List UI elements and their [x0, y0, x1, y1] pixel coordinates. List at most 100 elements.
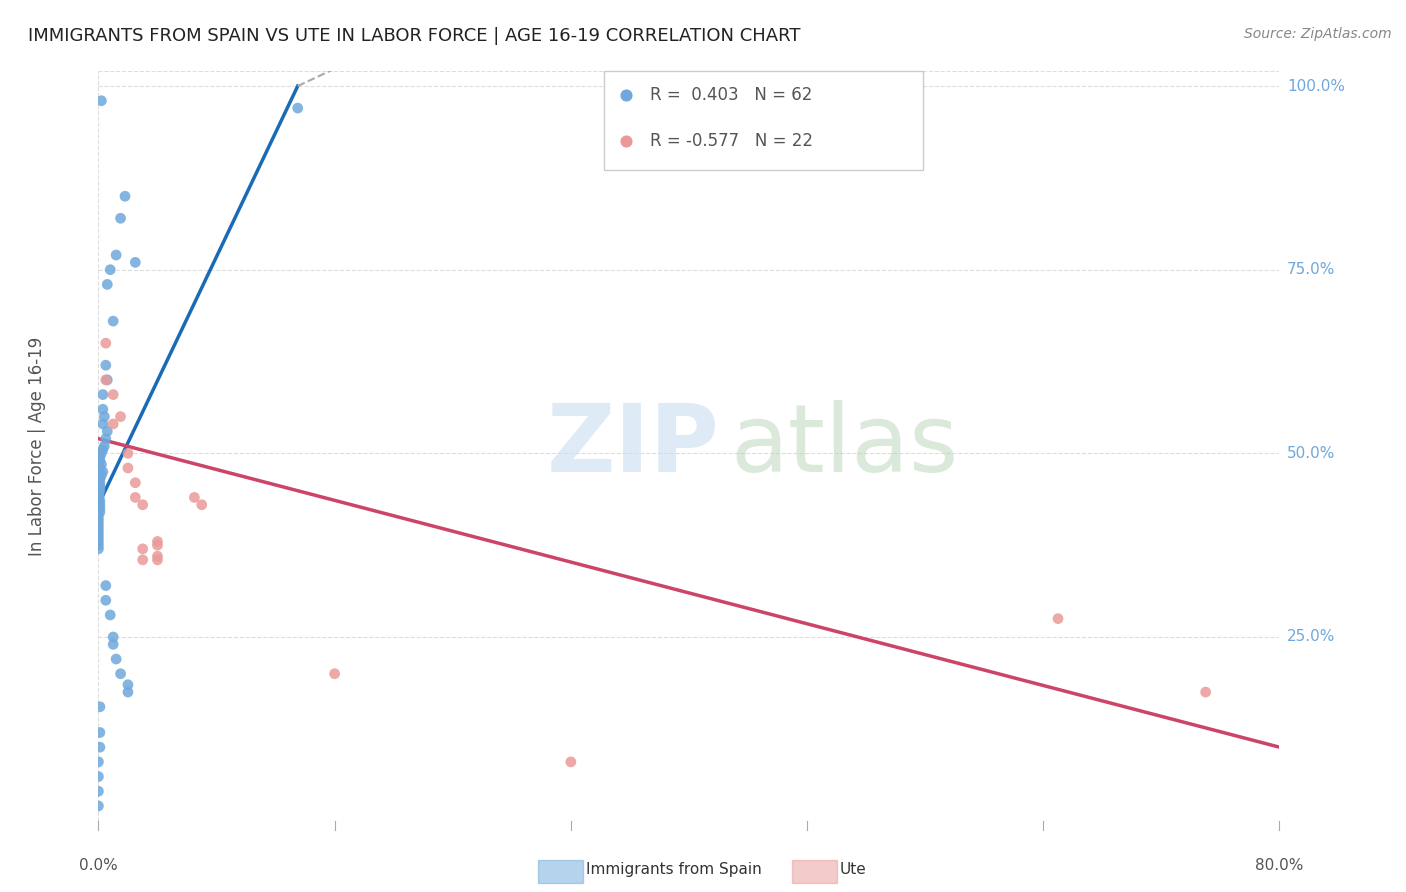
Point — [103, 387, 125, 401]
Point — [89, 494, 111, 508]
Text: 0.0%: 0.0% — [79, 858, 118, 873]
Text: IMMIGRANTS FROM SPAIN VS UTE IN LABOR FORCE | AGE 16-19 CORRELATION CHART: IMMIGRANTS FROM SPAIN VS UTE IN LABOR FO… — [28, 27, 800, 45]
Point — [146, 538, 169, 552]
Point — [94, 336, 117, 351]
Point — [87, 538, 110, 552]
Point — [89, 487, 111, 501]
Point — [89, 461, 111, 475]
Point — [90, 94, 112, 108]
Point — [110, 211, 132, 226]
Text: Immigrants from Spain: Immigrants from Spain — [586, 863, 762, 877]
Point — [132, 541, 155, 556]
Point — [87, 512, 110, 526]
Point — [89, 699, 111, 714]
Text: Ute: Ute — [839, 863, 866, 877]
Point — [287, 101, 309, 115]
Point — [87, 516, 110, 530]
Text: ZIP: ZIP — [547, 400, 720, 492]
Point — [87, 520, 110, 534]
Point — [87, 784, 110, 798]
Point — [91, 417, 114, 431]
Point — [560, 755, 582, 769]
Text: Source: ZipAtlas.com: Source: ZipAtlas.com — [1244, 27, 1392, 41]
Point — [117, 446, 139, 460]
Point — [124, 491, 146, 505]
Point — [146, 553, 169, 567]
Point — [146, 534, 169, 549]
Text: R = -0.577   N = 22: R = -0.577 N = 22 — [650, 132, 813, 150]
Point — [323, 666, 346, 681]
Point — [124, 475, 146, 490]
Point — [93, 409, 115, 424]
Point — [146, 549, 169, 564]
Point — [114, 189, 136, 203]
Point — [124, 255, 146, 269]
Point — [103, 630, 125, 644]
Text: 80.0%: 80.0% — [1256, 858, 1303, 873]
Point — [89, 491, 111, 505]
Point — [117, 678, 139, 692]
Point — [89, 472, 111, 486]
Point — [90, 468, 112, 483]
Point — [94, 373, 117, 387]
Point — [89, 498, 111, 512]
Point — [132, 553, 155, 567]
Point — [94, 432, 117, 446]
Point — [103, 314, 125, 328]
Point — [87, 531, 110, 545]
Point — [90, 446, 112, 460]
Point — [105, 652, 128, 666]
Text: 50.0%: 50.0% — [1286, 446, 1336, 461]
Point — [110, 666, 132, 681]
Point — [89, 479, 111, 493]
Point — [98, 262, 121, 277]
Point — [89, 483, 111, 497]
Text: 100.0%: 100.0% — [1286, 78, 1346, 94]
Text: 75.0%: 75.0% — [1286, 262, 1336, 277]
Point — [94, 578, 117, 592]
Point — [87, 755, 110, 769]
Point — [91, 465, 114, 479]
Point — [103, 637, 125, 651]
Point — [89, 450, 111, 464]
Point — [1046, 612, 1070, 626]
Point — [89, 740, 111, 755]
Point — [96, 373, 118, 387]
Text: 25.0%: 25.0% — [1286, 630, 1336, 645]
Point — [747, 103, 769, 117]
FancyBboxPatch shape — [605, 71, 922, 170]
Point — [87, 534, 110, 549]
Point — [117, 461, 139, 475]
Point — [105, 248, 128, 262]
Point — [87, 541, 110, 556]
Point — [94, 593, 117, 607]
Point — [1195, 685, 1218, 699]
Point — [132, 498, 155, 512]
Point — [87, 524, 110, 538]
Point — [94, 358, 117, 372]
Point — [91, 442, 114, 457]
Point — [89, 505, 111, 519]
Point — [87, 527, 110, 541]
Point — [96, 277, 118, 292]
Point — [747, 147, 769, 161]
Point — [117, 685, 139, 699]
Point — [110, 409, 132, 424]
Point — [87, 770, 110, 784]
Point — [89, 475, 111, 490]
Point — [91, 402, 114, 417]
Text: In Labor Force | Age 16-19: In Labor Force | Age 16-19 — [28, 336, 46, 556]
Point — [96, 425, 118, 439]
Point — [87, 799, 110, 814]
Point — [89, 501, 111, 516]
Point — [89, 725, 111, 739]
Point — [87, 508, 110, 523]
Point — [183, 491, 205, 505]
Text: atlas: atlas — [730, 400, 959, 492]
Point — [93, 439, 115, 453]
Point — [91, 387, 114, 401]
Point — [98, 607, 121, 622]
Point — [103, 417, 125, 431]
Point — [191, 498, 214, 512]
Text: R =  0.403   N = 62: R = 0.403 N = 62 — [650, 87, 813, 104]
